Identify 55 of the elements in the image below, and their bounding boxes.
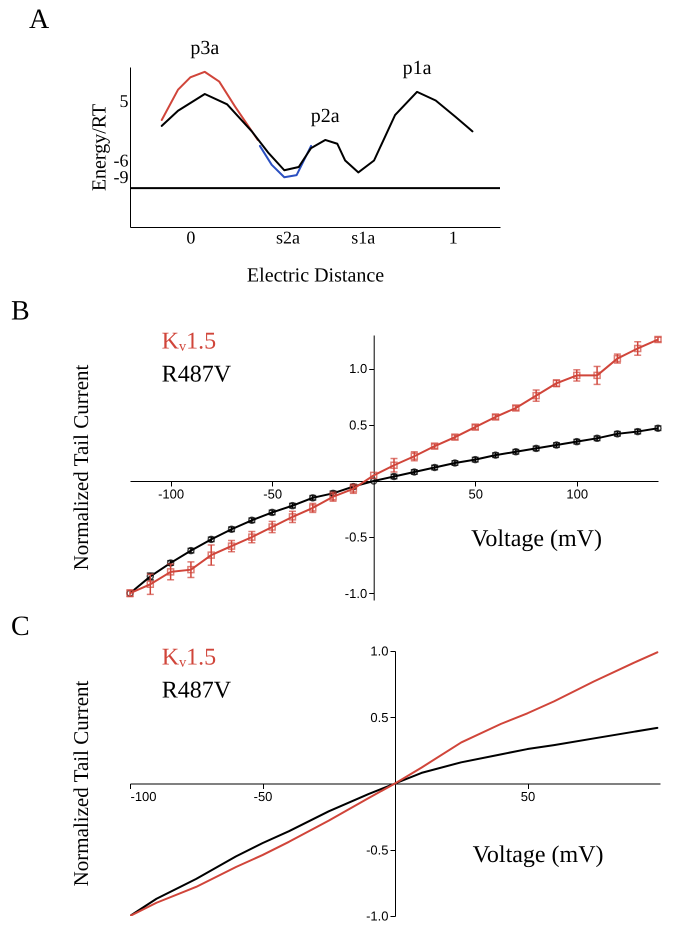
x-tick-label: s1a (351, 228, 376, 248)
y-tick-label: -0.5 (344, 530, 368, 545)
chart-title: A (29, 4, 50, 35)
x-tick-label: 1 (448, 228, 458, 248)
point (370, 477, 378, 485)
y-tick-label: -1.0 (344, 586, 368, 601)
x-tick-label: -100 (130, 789, 157, 804)
chart-title: B (11, 296, 30, 327)
point (288, 513, 296, 521)
point (207, 551, 215, 559)
y-axis-title: Energy/RT (88, 104, 111, 192)
x-tick-label: 50 (520, 789, 536, 804)
point (166, 568, 174, 576)
x-axis-title: Voltage (mV) (471, 526, 602, 552)
point (329, 492, 337, 500)
point (593, 372, 601, 380)
y-tick-label: 1.0 (349, 361, 368, 376)
point (573, 372, 581, 380)
point (390, 462, 398, 470)
line-series (160, 70, 259, 141)
x-tick-label: s2a (276, 228, 300, 248)
x-tick-label: -50 (263, 486, 282, 502)
point (146, 580, 154, 588)
x-axis-title: Electric Distance (246, 264, 384, 286)
y-tick-label: 0.5 (349, 417, 368, 432)
annotation: p1a (402, 56, 432, 79)
y-tick-label: 1.0 (370, 644, 388, 658)
x-axis-title: Voltage (mV) (472, 842, 604, 868)
x-tick-label: -100 (158, 486, 184, 502)
x-tick-label: -50 (254, 789, 272, 804)
y-tick-label: 0.5 (370, 710, 388, 725)
point (532, 392, 540, 400)
y-tick-label: -1.0 (366, 908, 388, 924)
text: Kᵥ1.5 (162, 644, 216, 671)
y-tick-label: -0.5 (366, 842, 388, 858)
text: Kᵥ1.5 (162, 328, 216, 355)
x-tick-label: 50 (468, 486, 483, 502)
point (187, 566, 195, 574)
point (268, 523, 276, 531)
y-axis-title: Normalized Tail Current (69, 680, 93, 886)
chart-title: C (11, 611, 30, 642)
point (248, 533, 256, 541)
text: R487V (162, 678, 232, 704)
annotation: p2a (310, 104, 340, 127)
y-tick-label: 5 (120, 91, 128, 112)
point (370, 472, 378, 480)
x-tick-label: 0 (186, 228, 196, 248)
point (228, 542, 236, 550)
text: R487V (162, 362, 232, 388)
annotation: p3a (190, 36, 220, 59)
line-series (160, 90, 474, 174)
point (634, 344, 642, 352)
y-axis-title: Normalized Tail Current (69, 364, 93, 570)
line-series (258, 144, 312, 178)
x-tick-label: 100 (566, 486, 588, 502)
